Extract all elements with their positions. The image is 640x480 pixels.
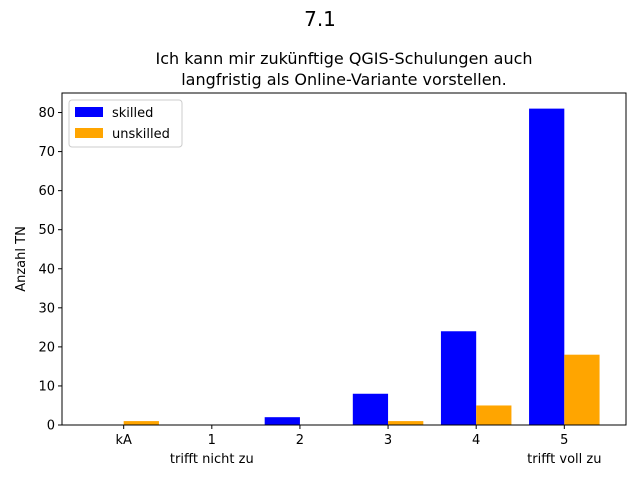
- y-tick-label: 30: [38, 301, 55, 316]
- y-tick-label: 40: [38, 262, 55, 277]
- chart-suptitle: 7.1: [304, 7, 336, 31]
- legend-label-skilled: skilled: [112, 106, 153, 121]
- x-tick-label: 1: [208, 433, 216, 448]
- x-axis: kA 1 trifft nicht zu 2 3 4 5 trifft voll zu: [115, 425, 601, 467]
- y-tick-label: 10: [38, 379, 55, 394]
- bars-group: [123, 108, 600, 425]
- x-tick-label: 2: [296, 433, 304, 448]
- y-tick-label: 50: [38, 223, 55, 238]
- legend-swatch-unskilled: [75, 128, 103, 138]
- y-tick-label: 60: [38, 184, 55, 199]
- y-axis: 0 10 20 30 40 50 60 70 80: [38, 106, 62, 434]
- x-tick-sublabel: trifft voll zu: [527, 452, 601, 467]
- legend-swatch-skilled: [75, 107, 103, 117]
- y-tick-label: 80: [38, 106, 55, 121]
- bar-unskilled-3: [388, 421, 424, 425]
- x-tick-label: kA: [115, 433, 132, 448]
- legend: skilled unskilled: [68, 99, 183, 148]
- bar-skilled-4: [440, 331, 477, 425]
- legend-label-unskilled: unskilled: [112, 127, 170, 142]
- x-tick-sublabel: trifft nicht zu: [170, 452, 254, 467]
- bar-skilled-5: [529, 108, 565, 425]
- bar-skilled-2: [264, 417, 300, 425]
- bar-unskilled-4: [476, 405, 512, 425]
- y-tick-label: 0: [47, 419, 55, 434]
- y-axis-label: Anzahl TN: [14, 226, 29, 292]
- x-tick-label: 4: [472, 433, 480, 448]
- y-tick-label: 70: [38, 145, 55, 160]
- chart-title-line-2: langfristig als Online-Variante vorstell…: [181, 70, 507, 89]
- bar-unskilled-kA: [123, 421, 159, 425]
- y-tick-label: 20: [38, 340, 55, 355]
- x-tick-label: 5: [560, 433, 568, 448]
- x-tick-label: 3: [384, 433, 392, 448]
- bar-skilled-3: [352, 393, 389, 425]
- bar-unskilled-5: [564, 354, 600, 425]
- chart-title-line-1: Ich kann mir zukünftige QGIS-Schulungen …: [155, 49, 532, 68]
- plot-frame: [61, 92, 627, 426]
